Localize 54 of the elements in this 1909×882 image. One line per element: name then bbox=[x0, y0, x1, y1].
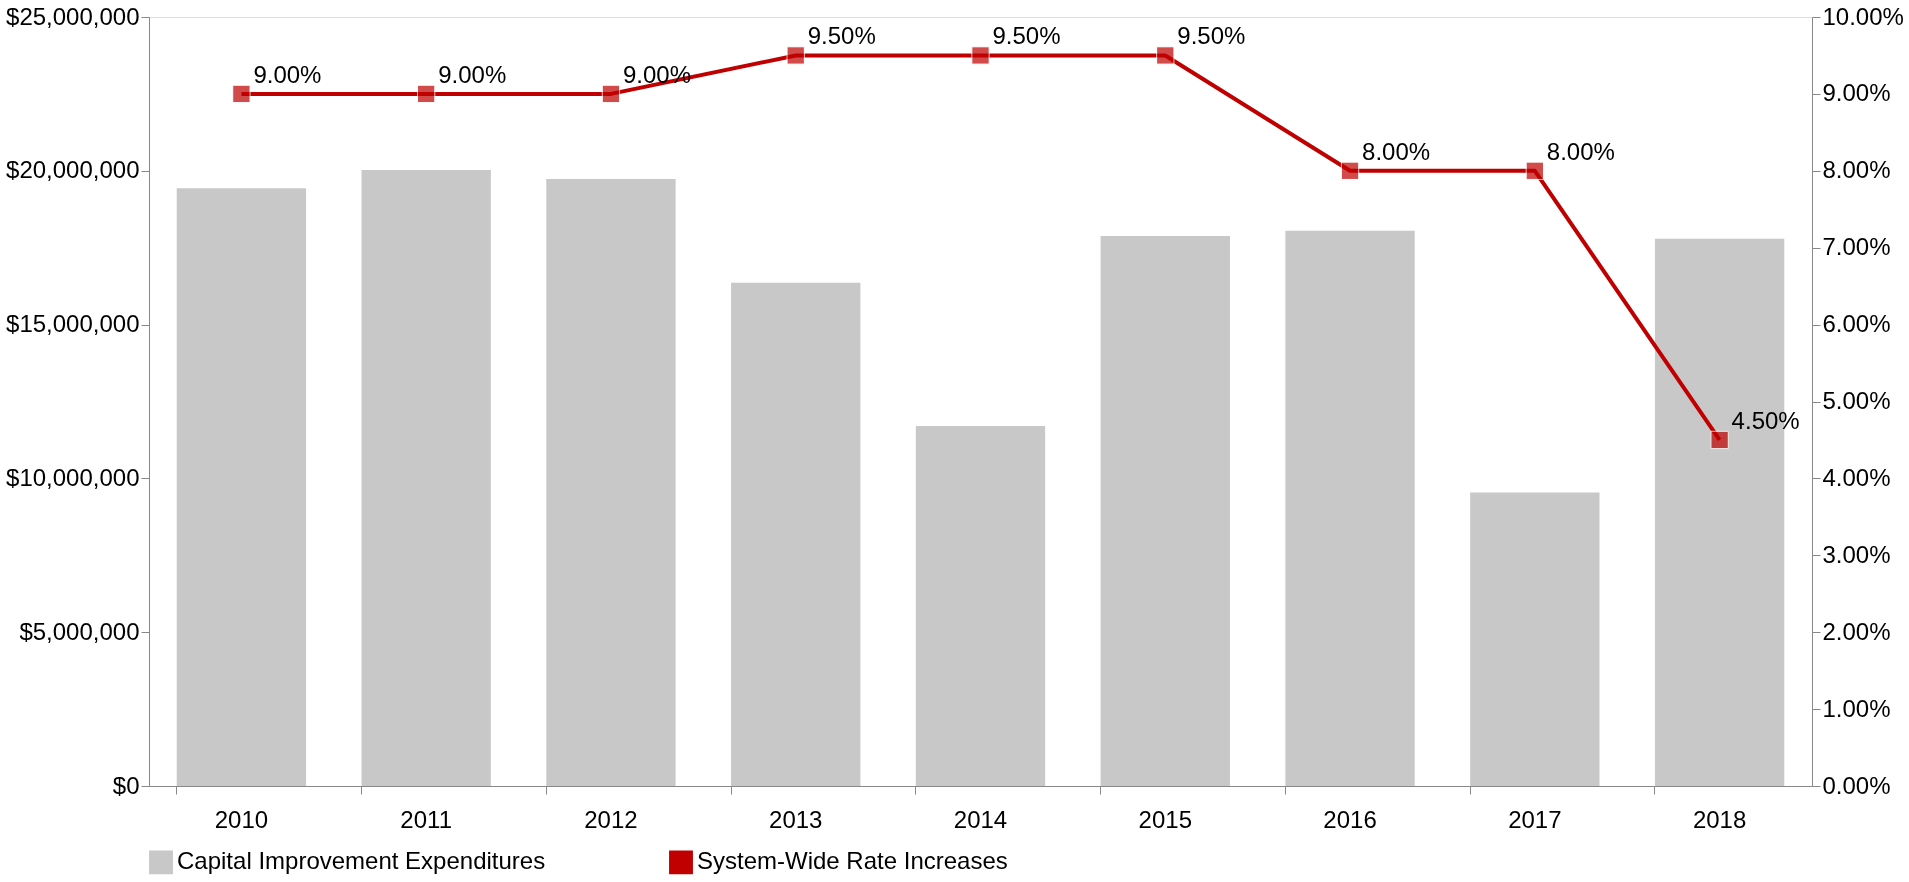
data-label: 8.00% bbox=[1362, 137, 1431, 165]
y-tick-label: $15,000,000 bbox=[6, 310, 140, 338]
point bbox=[601, 84, 621, 104]
x-tick-label: 2016 bbox=[1323, 805, 1377, 833]
x-tick-label: 2015 bbox=[1138, 805, 1192, 833]
data-label: 9.00% bbox=[622, 60, 692, 88]
point bbox=[1156, 46, 1175, 65]
y2-tick-label: 9.00% bbox=[1822, 79, 1891, 107]
x-tick-label: 2018 bbox=[1692, 805, 1747, 833]
bar bbox=[1285, 230, 1415, 786]
point bbox=[1525, 161, 1544, 180]
y-tick-label: $0 bbox=[112, 771, 140, 799]
bar bbox=[915, 426, 1046, 786]
data-label: 9.50% bbox=[807, 22, 876, 50]
y-tick-label: $5,000,000 bbox=[19, 617, 140, 645]
x-tick-label: 2012 bbox=[584, 805, 638, 833]
bar bbox=[1470, 492, 1600, 786]
y2-tick-label: 7.00% bbox=[1822, 233, 1891, 261]
x-tick-label: 2011 bbox=[400, 805, 452, 833]
y2-tick-label: 0.00% bbox=[1822, 771, 1891, 799]
bar bbox=[1100, 236, 1230, 786]
y2-tick-label: 8.00% bbox=[1822, 156, 1891, 184]
point bbox=[232, 84, 251, 104]
point bbox=[971, 46, 990, 65]
y2-tick-label: 3.00% bbox=[1822, 540, 1891, 568]
data-label: 4.50% bbox=[1731, 406, 1800, 434]
legend-label: System-Wide Rate Increases bbox=[697, 847, 1008, 875]
data-label: 9.50% bbox=[992, 22, 1061, 50]
y2-tick-label: 1.00% bbox=[1822, 694, 1891, 722]
data-label: 9.50% bbox=[1177, 22, 1246, 50]
y-tick-label: $20,000,000 bbox=[6, 156, 140, 184]
y-tick-label: $25,000,000 bbox=[6, 2, 140, 30]
bar bbox=[361, 169, 491, 786]
bar bbox=[176, 188, 307, 786]
y2-tick-label: 2.00% bbox=[1822, 617, 1891, 645]
point bbox=[417, 84, 436, 104]
y-tick-label: $10,000,000 bbox=[6, 463, 140, 491]
data-label: 8.00% bbox=[1546, 137, 1615, 165]
data-label: 9.00% bbox=[438, 60, 507, 88]
point bbox=[1340, 161, 1360, 180]
y2-tick-label: 5.00% bbox=[1822, 387, 1891, 414]
y2-tick-label: 6.00% bbox=[1822, 310, 1891, 338]
x-tick-label: 2013 bbox=[769, 805, 823, 833]
y2-tick-label: 4.00% bbox=[1822, 463, 1891, 491]
bar bbox=[731, 282, 861, 786]
x-tick-label: 2014 bbox=[953, 805, 1008, 833]
data-label: 9.00% bbox=[253, 60, 322, 88]
bar bbox=[546, 179, 676, 786]
y2-tick-label: 10.00% bbox=[1822, 2, 1904, 30]
legend-label: Capital Improvement Expenditures bbox=[177, 847, 546, 875]
point bbox=[1710, 430, 1729, 450]
point bbox=[786, 46, 805, 65]
x-tick-label: 2010 bbox=[214, 805, 269, 833]
x-tick-label: 2017 bbox=[1508, 805, 1562, 833]
